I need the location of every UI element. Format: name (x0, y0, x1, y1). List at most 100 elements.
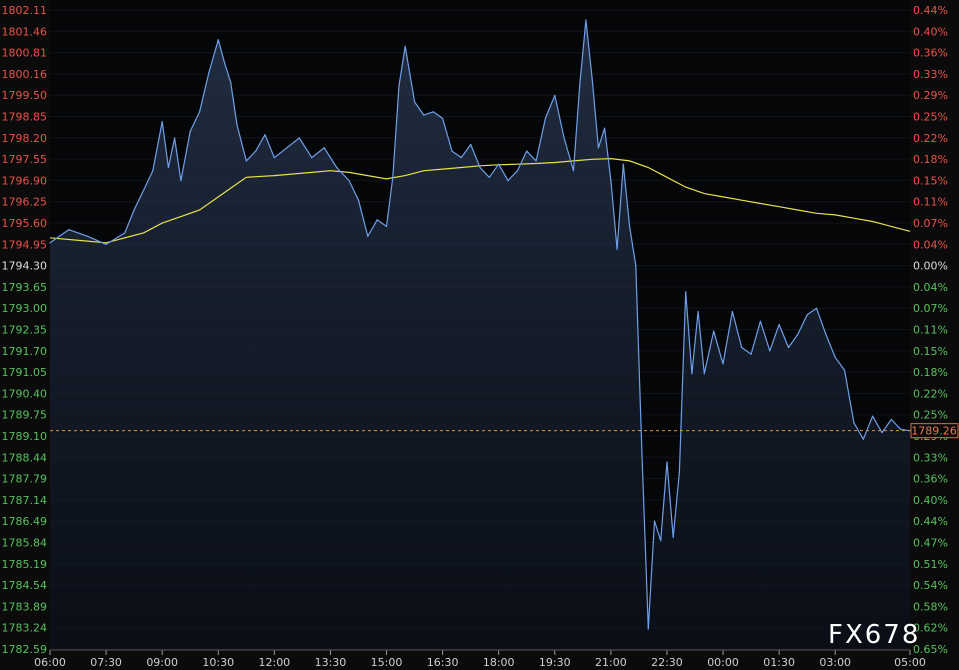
x-tick-label: 03:00 (819, 656, 851, 669)
price-point (769, 350, 771, 352)
price-point (535, 160, 537, 162)
price-point (404, 45, 406, 47)
price-point (672, 536, 674, 539)
x-tick-label: 15:00 (371, 656, 403, 669)
right-tick-label: 0.04% (913, 281, 948, 294)
price-point (311, 157, 313, 159)
left-tick-label: 1786.49 (2, 515, 48, 528)
price-point (230, 81, 232, 83)
right-tick-label: 0.25% (913, 409, 948, 422)
left-tick-label: 1789.75 (2, 409, 48, 422)
x-tick-label: 22:30 (651, 656, 683, 669)
price-point (647, 628, 649, 630)
price-point (507, 180, 509, 182)
price-point (498, 163, 500, 165)
price-point (451, 150, 453, 152)
price-point (653, 520, 656, 522)
right-tick-label: 0.47% (913, 537, 948, 550)
x-tick-label: 12:00 (258, 656, 290, 669)
right-tick-label: 0.29% (913, 89, 948, 102)
right-percent-axis: 0.44% 0.40% 0.36% 0.33% 0.29% 0.25% 0.22% 0.18%… (913, 4, 948, 656)
right-tick-label: 0.22% (913, 387, 948, 400)
price-point (815, 307, 818, 309)
price-point (622, 163, 624, 165)
price-point (298, 137, 300, 139)
price-point (572, 170, 575, 172)
right-tick-label: 0.07% (913, 302, 948, 315)
left-tick-label: 1789.10 (2, 430, 48, 443)
right-tick-label: 0.18% (913, 153, 948, 166)
price-point (142, 189, 145, 191)
price-point (554, 94, 556, 96)
left-tick-label: 1798.85 (2, 111, 48, 124)
price-point (86, 235, 88, 237)
price-point (691, 373, 693, 375)
price-point (236, 124, 238, 126)
left-tick-label: 1783.89 (2, 600, 48, 613)
price-point (666, 461, 668, 463)
price-point (133, 209, 135, 211)
price-point (398, 85, 400, 87)
price-point (579, 85, 581, 87)
price-point (217, 39, 219, 41)
right-tick-label: 0.25% (913, 111, 948, 124)
price-point (759, 320, 762, 322)
price-point (255, 150, 257, 152)
left-tick-label: 1783.24 (2, 622, 48, 635)
x-tick-label: 21:00 (595, 656, 627, 669)
price-point (750, 353, 752, 355)
right-tick-label: 0.22% (913, 132, 948, 145)
price-point (199, 111, 201, 113)
price-line (49, 19, 911, 630)
price-point (722, 363, 724, 365)
left-tick-label: 1785.19 (2, 558, 48, 571)
left-tick-label: 1793.65 (2, 281, 48, 294)
left-tick-label: 1791.05 (2, 366, 48, 379)
price-point (641, 454, 643, 457)
right-tick-label: 0.33% (913, 451, 948, 464)
left-tick-label: 1791.70 (2, 345, 48, 358)
left-tick-label: 1794.30 (2, 260, 48, 273)
price-point (629, 225, 631, 227)
price-area-fill (50, 20, 910, 651)
price-point (544, 117, 547, 119)
right-tick-label: 0.51% (913, 558, 948, 571)
x-tick-label: 00:00 (707, 656, 739, 669)
right-tick-label: 0.62% (913, 622, 948, 635)
price-point (834, 356, 836, 358)
left-tick-label: 1788.44 (2, 451, 48, 464)
price-point (516, 170, 519, 172)
price-point (223, 62, 226, 64)
x-tick-label: 06:00 (34, 656, 66, 669)
price-point (385, 225, 388, 227)
price-point (853, 422, 855, 424)
right-tick-label: 0.18% (913, 366, 948, 379)
price-point (479, 166, 481, 169)
price-point (778, 324, 780, 326)
price-point (357, 199, 360, 201)
price-area (50, 20, 910, 651)
price-point (180, 180, 182, 182)
right-tick-label: 0.00% (913, 260, 948, 273)
x-tick-label: 05:00 (894, 656, 926, 669)
price-point (323, 147, 325, 149)
right-tick-label: 0.54% (913, 579, 948, 592)
left-tick-label: 1792.35 (2, 324, 48, 337)
price-point (286, 147, 288, 149)
price-point (825, 333, 827, 335)
left-tick-label: 1795.60 (2, 217, 48, 230)
price-point (678, 471, 681, 473)
left-tick-label: 1800.81 (2, 47, 48, 60)
price-point (741, 346, 743, 349)
left-tick-label: 1794.95 (2, 238, 48, 251)
x-tick-label: 09:00 (146, 656, 178, 669)
price-point (881, 432, 883, 434)
price-point (806, 314, 808, 316)
right-tick-label: 0.36% (913, 473, 948, 486)
price-point (635, 265, 637, 267)
price-point (432, 111, 434, 113)
price-point (423, 114, 425, 116)
x-tick-label: 18:00 (483, 656, 515, 669)
price-point (610, 180, 612, 182)
price-point (563, 137, 565, 139)
